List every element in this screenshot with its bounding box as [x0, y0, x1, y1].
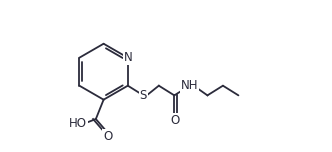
Text: NH: NH — [181, 79, 199, 92]
Text: O: O — [171, 114, 180, 127]
Text: HO: HO — [69, 117, 87, 130]
Text: N: N — [124, 51, 132, 64]
Text: O: O — [103, 130, 113, 143]
Text: S: S — [140, 89, 147, 102]
